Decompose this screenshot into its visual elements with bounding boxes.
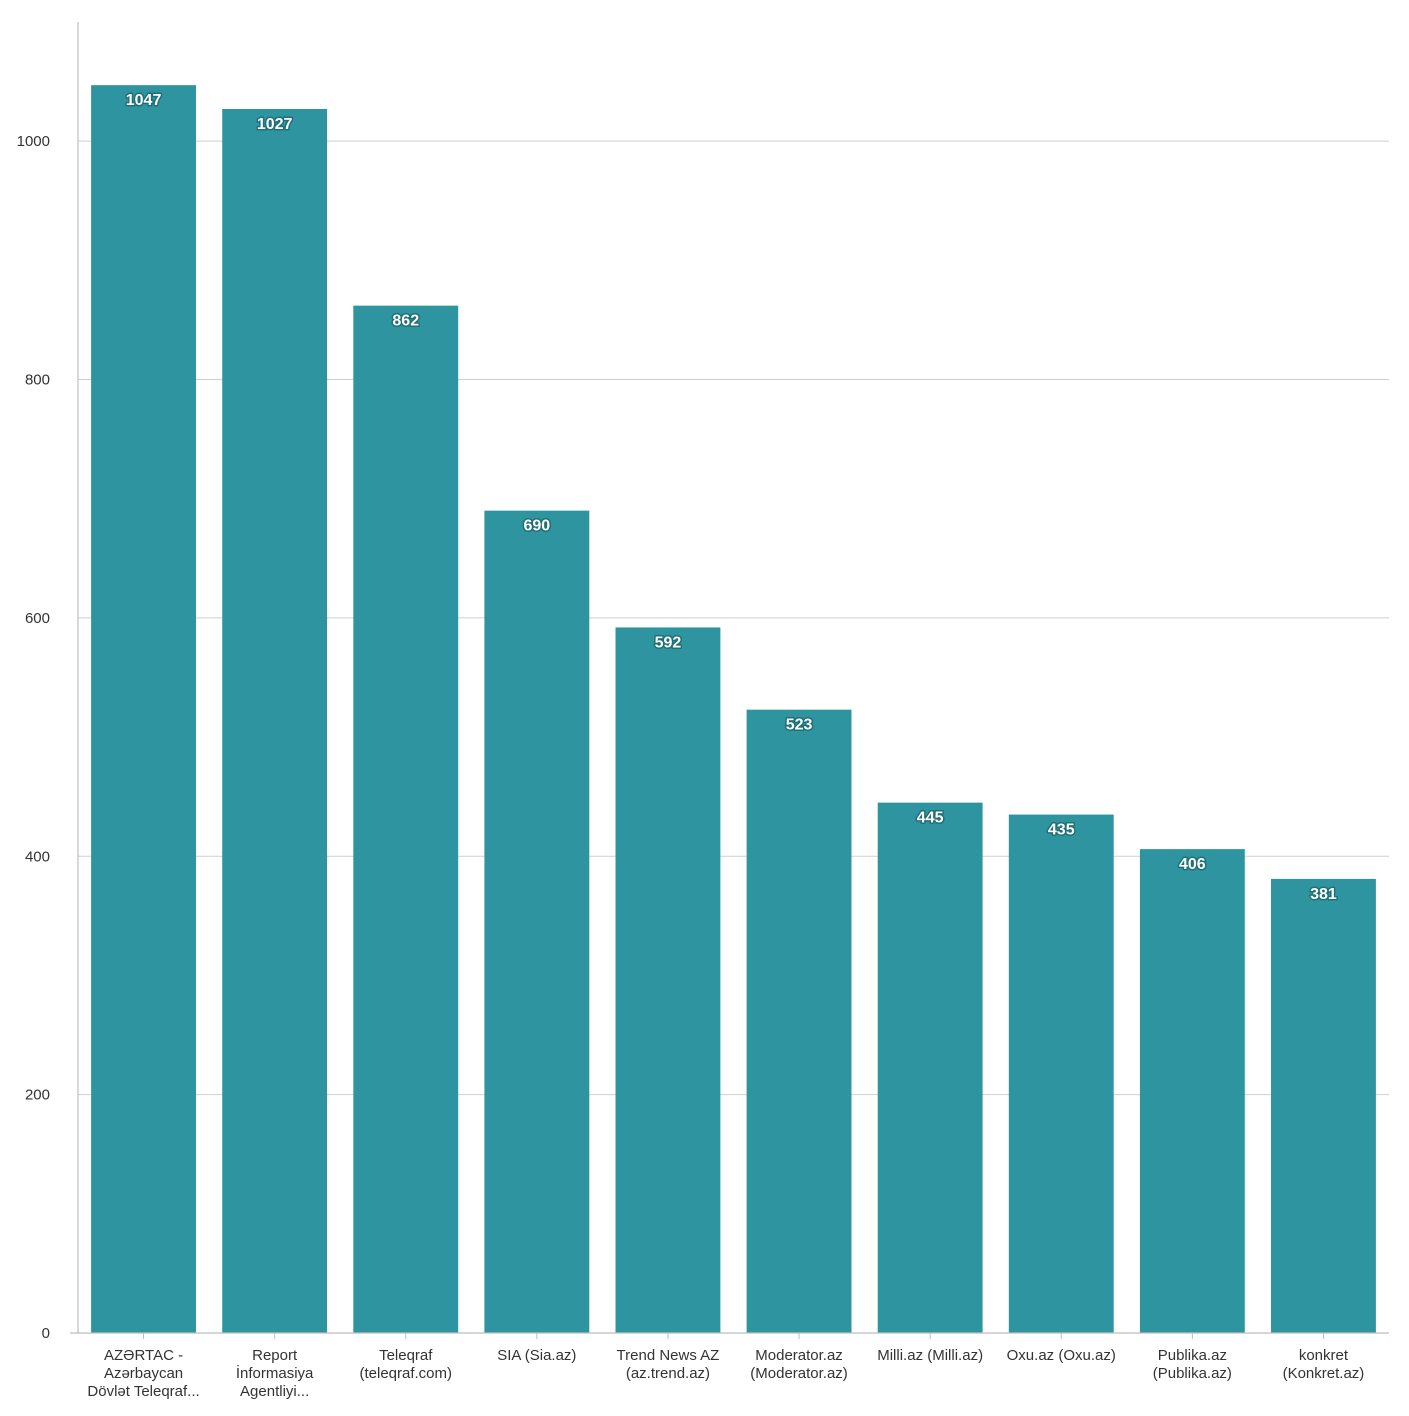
bar	[91, 85, 196, 1333]
data-label: 862	[392, 313, 419, 330]
y-tick-label: 400	[25, 848, 50, 865]
data-label: 381	[1310, 886, 1337, 903]
x-tick-label-line: Milli.az (Milli.az)	[877, 1347, 983, 1364]
x-tick-label-line: Agentliyi...	[240, 1383, 309, 1400]
labels-layer: 0 200 400 600 800 1000 1047 AZƏRTAC -Azərbaycan…	[17, 91, 1365, 1400]
x-tick-label-line: Publika.az	[1158, 1347, 1227, 1364]
x-tick-label: Teleqraf (teleqraf.com)	[359, 1347, 452, 1382]
data-label: 1027	[257, 116, 293, 133]
x-tick-label: AZƏRTAC -Azərbaycan Dövlət Teleqraf...	[87, 1347, 199, 1400]
bar	[222, 109, 328, 1334]
x-tick-label: SIA (Sia.az)	[497, 1347, 576, 1364]
data-label: 406	[1179, 856, 1206, 873]
data-label: 592	[655, 634, 682, 651]
x-tick-label-line: İnformasiya	[236, 1364, 314, 1382]
x-tick-label-line: Teleqraf	[379, 1347, 433, 1364]
x-tick-label-line: AZƏRTAC -	[104, 1347, 183, 1364]
x-tick-label-line: (Moderator.az)	[750, 1365, 848, 1382]
bar	[746, 709, 852, 1333]
x-tick-label-line: Azərbaycan	[104, 1365, 183, 1382]
bar	[1139, 849, 1245, 1333]
x-tick-label: Moderator.az (Moderator.az)	[750, 1347, 848, 1382]
x-tick-label: Oxu.az (Oxu.az)	[1007, 1347, 1116, 1364]
axis-layer	[70, 22, 1389, 1339]
x-tick-label-line: SIA (Sia.az)	[497, 1347, 576, 1364]
x-tick-label-line: Oxu.az (Oxu.az)	[1007, 1347, 1116, 1364]
y-tick-label: 600	[25, 610, 50, 627]
bar	[1271, 878, 1376, 1333]
bars-layer	[91, 85, 1376, 1334]
y-tick-label: 0	[42, 1325, 50, 1342]
bar	[877, 802, 983, 1333]
bar	[1008, 814, 1114, 1333]
x-tick-label-line: Trend News AZ	[617, 1347, 720, 1364]
y-tick-label: 800	[25, 372, 50, 389]
x-tick-label-line: konkret	[1299, 1347, 1349, 1364]
x-tick-label: Report İnformasiya Agentliyi...	[236, 1347, 314, 1400]
data-label: 445	[917, 810, 944, 827]
y-tick-label: 1000	[17, 133, 50, 150]
data-label: 1047	[126, 92, 162, 109]
x-tick-label-line: (az.trend.az)	[626, 1365, 710, 1382]
x-tick-label: Trend News AZ (az.trend.az)	[617, 1347, 720, 1382]
bar	[353, 305, 459, 1334]
x-tick-label: konkret (Konkret.az)	[1283, 1347, 1365, 1382]
x-tick-label-line: Moderator.az	[755, 1347, 843, 1364]
x-tick-label: Publika.az (Publika.az)	[1153, 1347, 1232, 1382]
data-label: 690	[523, 518, 550, 535]
x-tick-label: Milli.az (Milli.az)	[877, 1347, 983, 1364]
x-tick-label-line: (Konkret.az)	[1283, 1365, 1365, 1382]
data-label: 523	[786, 717, 813, 734]
x-tick-label-line: (Publika.az)	[1153, 1365, 1232, 1382]
x-tick-label-line: Dövlət Teleqraf...	[87, 1383, 199, 1400]
y-tick-label: 200	[25, 1087, 50, 1104]
bar	[484, 510, 590, 1333]
data-label: 435	[1048, 822, 1075, 839]
x-tick-label-line: (teleqraf.com)	[359, 1365, 452, 1382]
bar	[615, 627, 721, 1333]
x-tick-label-line: Report	[252, 1347, 298, 1364]
